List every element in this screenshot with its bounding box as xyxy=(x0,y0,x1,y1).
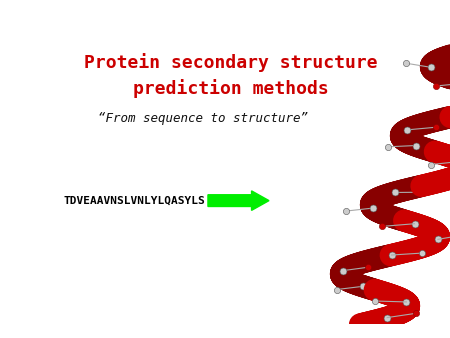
FancyArrow shape xyxy=(208,191,269,210)
Text: TDVEAAVNSLVNLYLQASYLS: TDVEAAVNSLVNLYLQASYLS xyxy=(63,196,205,206)
Text: Protein secondary structure: Protein secondary structure xyxy=(84,53,378,72)
Text: prediction methods: prediction methods xyxy=(133,79,328,98)
Text: “From sequence to structure”: “From sequence to structure” xyxy=(98,112,308,125)
